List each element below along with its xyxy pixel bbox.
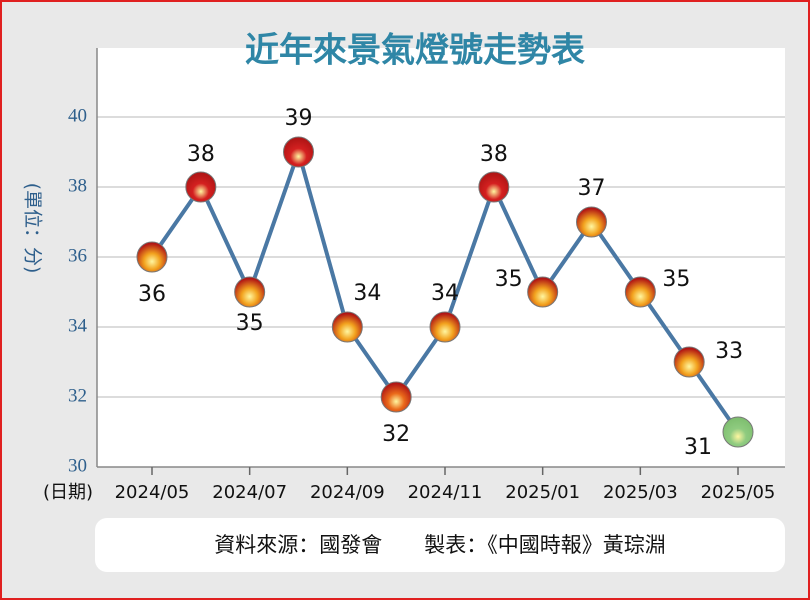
- data-point: [331, 311, 363, 343]
- x-tick-label: 2024/11: [408, 482, 483, 503]
- data-label: 35: [495, 267, 523, 292]
- y-tick-label: 40: [68, 105, 87, 126]
- data-point: [185, 171, 217, 203]
- data-point: [136, 241, 168, 273]
- data-label: 35: [662, 267, 690, 292]
- source-box: [95, 518, 785, 572]
- data-point: [576, 206, 607, 238]
- data-point: [673, 346, 705, 378]
- data-point: [624, 276, 656, 308]
- chart-title: 近年來景氣燈號走勢表: [245, 31, 585, 71]
- y-tick-label: 34: [68, 315, 88, 336]
- x-tick-label: 2025/03: [603, 482, 678, 503]
- y-tick-label: 30: [68, 455, 87, 476]
- data-point: [478, 171, 510, 203]
- data-label: 33: [715, 339, 743, 364]
- x-tick-label: 2024/07: [212, 482, 287, 503]
- y-axis-label: (單位：分): [22, 183, 44, 274]
- data-point: [722, 416, 754, 448]
- data-label: 37: [578, 176, 606, 201]
- data-point: [527, 276, 559, 308]
- data-label: 38: [480, 142, 508, 167]
- data-label: 38: [187, 142, 215, 167]
- data-label: 32: [382, 422, 410, 447]
- x-tick-label: 2025/05: [701, 482, 776, 503]
- data-label: 31: [684, 435, 712, 460]
- y-tick-label: 38: [68, 175, 87, 196]
- data-label: 39: [285, 106, 313, 131]
- x-tick-label: 2024/09: [310, 482, 385, 503]
- x-tick-label: 2025/01: [505, 482, 580, 503]
- data-point: [234, 276, 266, 308]
- y-tick-label: 32: [68, 385, 87, 406]
- data-label: 34: [431, 281, 459, 306]
- y-tick-label: 36: [68, 245, 87, 266]
- data-label: 36: [138, 282, 166, 307]
- x-axis-label: (日期): [43, 482, 93, 503]
- data-point: [429, 311, 461, 343]
- source: 資料來源：國發會 製表：《中國時報》黃琮淵: [214, 533, 666, 557]
- data-point: [283, 136, 314, 168]
- x-tick-label: 2024/05: [115, 482, 190, 503]
- data-point: [380, 381, 412, 413]
- data-label: 34: [353, 281, 381, 306]
- data-label: 35: [236, 311, 264, 336]
